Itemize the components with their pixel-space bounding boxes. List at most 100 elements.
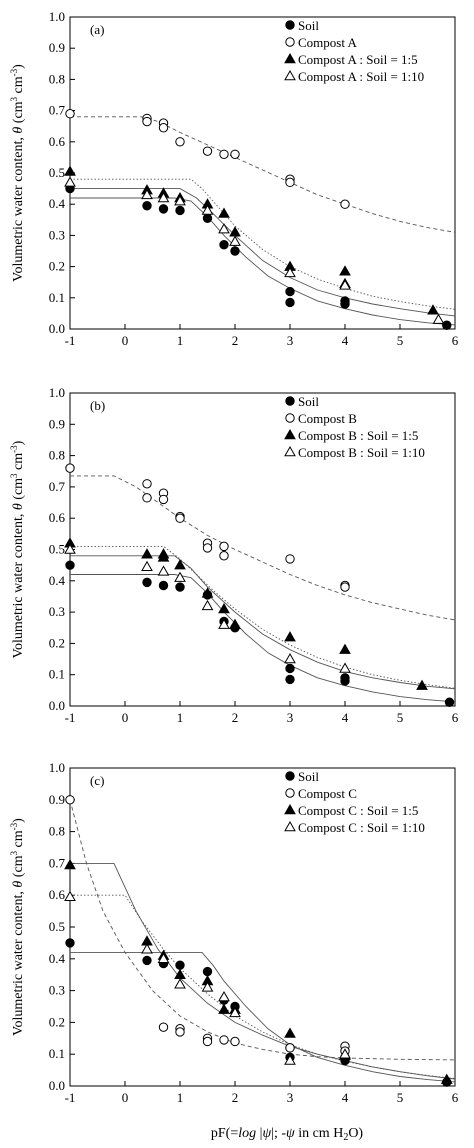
legend-marker bbox=[284, 803, 296, 815]
x-tick-label: 0 bbox=[122, 710, 129, 725]
data-point bbox=[340, 199, 350, 209]
data-point bbox=[340, 582, 350, 592]
fitted-curve bbox=[70, 197, 456, 326]
y-axis-label-part: ) bbox=[11, 440, 26, 445]
x-tick-label: -1 bbox=[65, 333, 76, 348]
data-point bbox=[65, 109, 75, 119]
data-point bbox=[284, 1054, 296, 1065]
data-point bbox=[284, 266, 296, 278]
data-point bbox=[339, 265, 351, 276]
y-tick-label: 0.4 bbox=[49, 951, 66, 966]
data-point bbox=[158, 123, 169, 133]
legend-marker bbox=[285, 413, 295, 423]
x-tick-label: 4 bbox=[342, 710, 349, 725]
data-point bbox=[157, 191, 170, 203]
data-point bbox=[201, 599, 214, 611]
x-tick-label: 4 bbox=[342, 333, 349, 348]
x-tick-label: 4 bbox=[342, 1090, 349, 1105]
legend-label: Compost B : Soil = 1:10 bbox=[298, 445, 425, 460]
y-tick-label: 0.9 bbox=[49, 40, 65, 55]
y-tick-label: 0.5 bbox=[49, 919, 65, 934]
data-point bbox=[285, 554, 295, 564]
y-axis-label-part: cm bbox=[11, 76, 26, 97]
y-tick-label: 0.0 bbox=[49, 698, 65, 713]
y-axis-label-part: -3 bbox=[9, 822, 19, 830]
fitted-curve bbox=[70, 574, 456, 703]
y-tick-label: 0.7 bbox=[49, 103, 66, 118]
y-axis-label-part: θ bbox=[11, 503, 26, 510]
panel-label: (c) bbox=[90, 773, 104, 788]
data-point bbox=[158, 580, 169, 591]
data-point bbox=[201, 204, 214, 215]
y-tick-label: 0.9 bbox=[49, 416, 65, 431]
data-point bbox=[175, 513, 185, 523]
data-point bbox=[218, 207, 230, 218]
legend-label: Compost A bbox=[298, 35, 357, 50]
y-tick-label: 0.9 bbox=[49, 792, 65, 807]
data-point bbox=[158, 494, 169, 505]
fitted-curve bbox=[70, 894, 456, 1079]
y-tick-label: 0.4 bbox=[49, 573, 66, 588]
legend-label: Compost B : Soil = 1:5 bbox=[298, 428, 418, 443]
x-tick-label: -1 bbox=[65, 710, 76, 725]
y-axis-label-part: ) bbox=[11, 64, 26, 69]
fitted-curve bbox=[70, 188, 456, 317]
y-axis-label: Volumetric water content, θ (cm3 cm-3) bbox=[9, 64, 26, 282]
y-tick-label: 1.0 bbox=[49, 385, 65, 400]
y-tick-label: 0.3 bbox=[49, 983, 65, 998]
data-point bbox=[219, 551, 229, 561]
x-axis-label: pF(=log |ψ|; -ψ in cm H2O) bbox=[211, 1126, 364, 1143]
data-point bbox=[219, 541, 229, 552]
data-point bbox=[175, 1027, 185, 1037]
data-point bbox=[229, 235, 241, 246]
y-tick-label: 0.8 bbox=[49, 448, 65, 463]
legend-label: Compost A : Soil = 1:5 bbox=[298, 52, 418, 67]
data-point bbox=[202, 543, 213, 553]
data-point bbox=[65, 938, 75, 948]
y-tick-label: 0.2 bbox=[49, 259, 65, 274]
y-tick-label: 1.0 bbox=[49, 9, 65, 24]
x-tick-label: 0 bbox=[122, 333, 129, 348]
y-tick-label: 0.1 bbox=[49, 667, 65, 682]
data-point bbox=[65, 795, 75, 805]
x-tick-label: 3 bbox=[287, 710, 294, 725]
data-point bbox=[339, 643, 351, 654]
data-point bbox=[229, 618, 241, 629]
data-point bbox=[201, 981, 214, 992]
y-tick-label: 0.7 bbox=[49, 479, 66, 494]
data-point bbox=[340, 299, 350, 309]
x-tick-label: 1 bbox=[177, 1090, 184, 1105]
y-axis-label-part: 3 bbox=[9, 850, 19, 855]
legend-label: Soil bbox=[298, 769, 319, 784]
data-point bbox=[285, 1043, 295, 1053]
legend-marker bbox=[285, 37, 295, 47]
y-tick-label: 0.2 bbox=[49, 635, 65, 650]
data-point bbox=[218, 602, 230, 614]
data-point bbox=[285, 674, 295, 685]
data-point bbox=[64, 543, 76, 554]
data-point bbox=[218, 618, 230, 629]
y-axis-label-part: Volumetric water content, bbox=[11, 134, 26, 282]
legend-marker bbox=[285, 771, 295, 781]
data-point bbox=[218, 1003, 230, 1014]
data-point bbox=[175, 582, 185, 592]
data-point bbox=[142, 116, 152, 127]
data-point bbox=[141, 560, 153, 571]
data-point bbox=[142, 577, 152, 588]
data-point bbox=[339, 279, 351, 290]
data-point bbox=[65, 560, 75, 570]
legend-marker bbox=[284, 69, 296, 81]
chart-panel: 0.0 0.1 0.2 0.3 0.4 0.5 0.6 0.7 0.8 0.9 1.0 -1 0 1 2 3 4… bbox=[9, 9, 459, 348]
y-axis-label-part: 3 bbox=[9, 473, 19, 478]
legend-label: Compost C bbox=[298, 786, 357, 801]
y-tick-label: 0.3 bbox=[49, 604, 65, 619]
legend-label: Soil bbox=[298, 18, 319, 33]
panel-label: (b) bbox=[90, 398, 105, 413]
data-point bbox=[142, 955, 152, 966]
data-point bbox=[202, 966, 213, 977]
y-axis-label-part: (cm bbox=[11, 101, 26, 126]
x-tick-label: 5 bbox=[397, 333, 404, 348]
y-axis-label-part: Volumetric water content, bbox=[11, 510, 26, 658]
